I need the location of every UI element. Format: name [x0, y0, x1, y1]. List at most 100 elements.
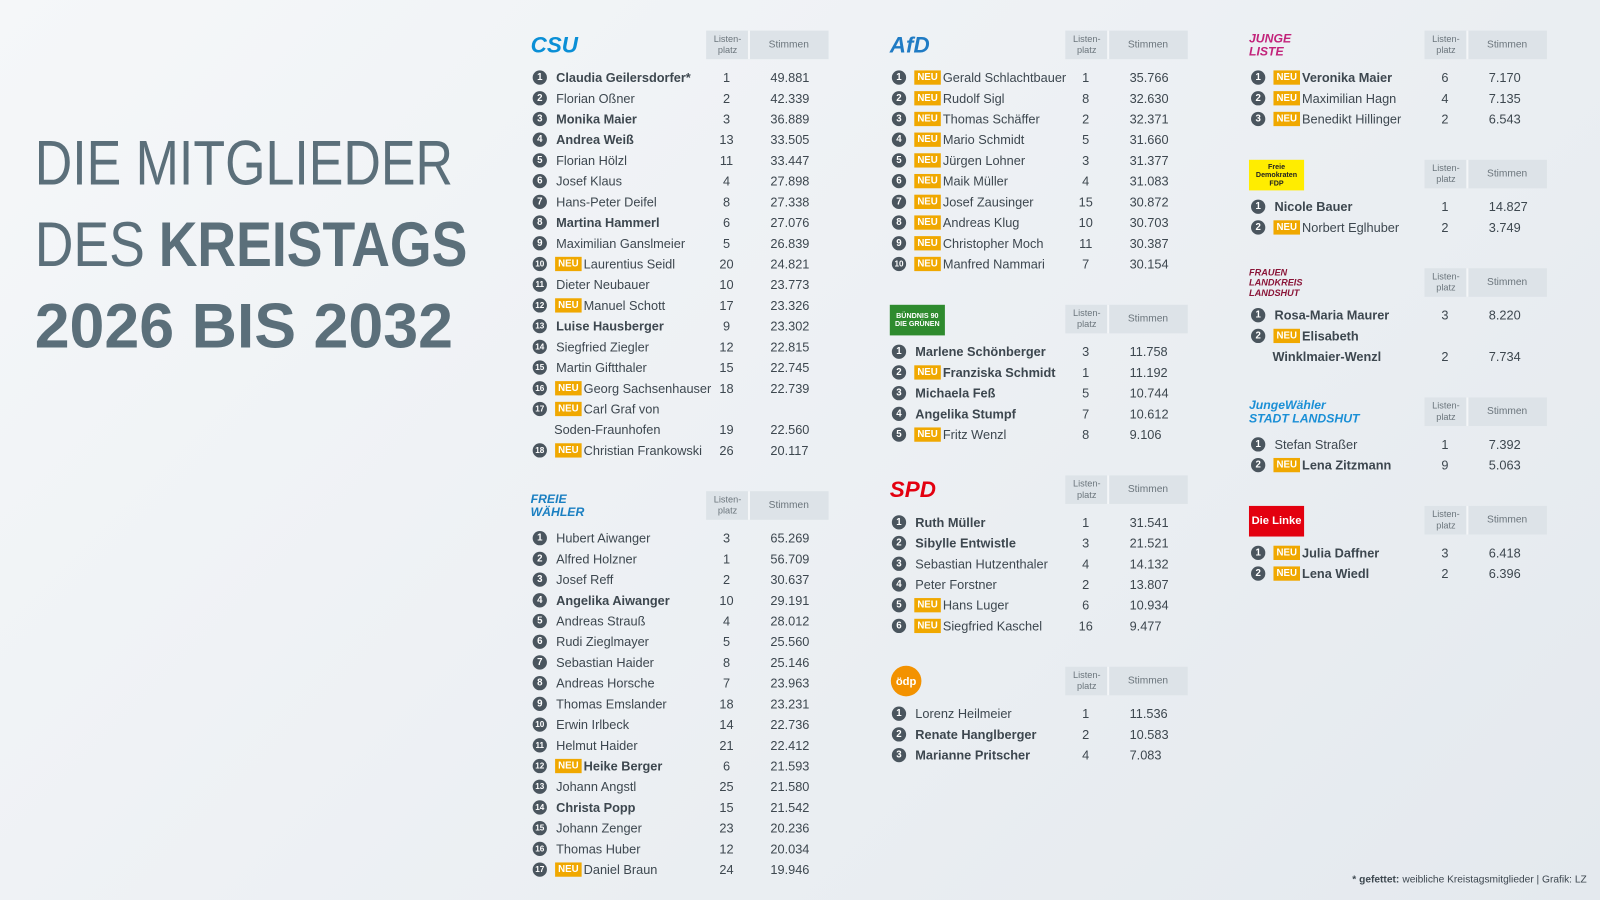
rank-badge — [532, 738, 547, 753]
rank-badge — [891, 70, 907, 85]
member-name: Josef Klaus — [556, 174, 622, 189]
member-name: Siegfried Ziegler — [556, 339, 650, 354]
list-place: 17 — [719, 298, 733, 313]
rank-badge — [891, 194, 907, 209]
new-badge — [1273, 91, 1300, 106]
member-name: Benedikt Hillinger — [1302, 111, 1402, 126]
logo-text: DIE GRÜNEN — [895, 319, 940, 328]
list-place: 1 — [1082, 515, 1089, 530]
list-place: 8 — [723, 655, 730, 670]
list-place: 3 — [1082, 344, 1089, 359]
rank-badge — [891, 111, 907, 127]
rank-number: 4 — [537, 595, 543, 606]
rank-number: 2 — [896, 367, 901, 378]
new-badge — [914, 598, 941, 613]
new-badge-text: NEU — [558, 761, 578, 772]
rank-number: 5 — [537, 155, 543, 166]
rank-badge — [891, 256, 907, 272]
list-place: 20 — [719, 256, 733, 271]
header-list: platz — [1436, 174, 1456, 184]
member-name: Laurentius Seidl — [584, 256, 675, 271]
votes: 6.543 — [1489, 111, 1521, 126]
member-name: Daniel Braun — [584, 862, 658, 877]
list-place: 4 — [1082, 174, 1089, 189]
list-place: 11 — [1079, 236, 1092, 251]
member-name: Lena Zitzmann — [1302, 458, 1391, 473]
header-list: platz — [1436, 283, 1456, 293]
list-place: 4 — [723, 614, 730, 629]
rank-number: 13 — [535, 322, 545, 331]
votes: 11.758 — [1130, 344, 1168, 359]
logo-bg — [1248, 159, 1305, 191]
rank-badge — [891, 747, 907, 763]
rank-number: 1 — [1255, 310, 1261, 321]
new-badge-text: NEU — [917, 620, 937, 631]
rank-badge — [532, 91, 547, 106]
votes: 25.146 — [770, 655, 809, 670]
rank-number: 2 — [537, 93, 542, 104]
rank-badge — [891, 344, 907, 359]
footer-text: weibliche Kreistagsmitglieder | Grafik: … — [1401, 874, 1586, 885]
votes: 42.339 — [770, 91, 809, 106]
votes: 28.012 — [770, 614, 809, 629]
rank-number: 2 — [896, 93, 901, 104]
member-name: Alfred Holzner — [556, 551, 638, 566]
rank-badge — [532, 277, 547, 292]
rank-number: 2 — [1255, 460, 1260, 471]
new-badge-text: NEU — [1277, 330, 1297, 341]
logo-text: FDP — [1269, 179, 1283, 187]
rank-number: 1 — [1255, 439, 1261, 450]
list-place: 5 — [1082, 386, 1089, 401]
new-badge-text: NEU — [1277, 547, 1297, 558]
header-list: platz — [1077, 681, 1097, 691]
rank-badge — [891, 556, 907, 571]
header-list: platz — [1436, 412, 1456, 422]
header-list: Listen- — [714, 34, 742, 44]
votes: 11.192 — [1130, 365, 1168, 380]
rank-badge — [532, 841, 547, 857]
header-votes: Stimmen — [1487, 169, 1527, 180]
new-badge — [914, 256, 941, 272]
list-place: 6 — [1082, 598, 1089, 613]
rank-badge — [891, 427, 907, 442]
rank-badge — [532, 132, 547, 147]
list-place: 3 — [1082, 153, 1089, 168]
list-place: 4 — [1441, 91, 1448, 106]
list-place: 15 — [719, 360, 733, 375]
votes: 10.934 — [1130, 598, 1169, 613]
member-name: Jürgen Lohner — [943, 153, 1026, 168]
new-badge — [555, 758, 582, 774]
votes: 23.231 — [770, 696, 809, 711]
votes: 36.889 — [770, 111, 809, 126]
rank-number: 2 — [896, 538, 901, 549]
votes: 27.338 — [770, 194, 809, 209]
header-votes: Stimmen — [769, 500, 809, 511]
rank-badge — [891, 706, 907, 721]
rank-number: 16 — [535, 844, 545, 853]
list-place: 3 — [1082, 536, 1089, 551]
member-name: Florian Hölzl — [556, 153, 627, 168]
rank-badge — [1251, 199, 1266, 214]
list-place: 2 — [1441, 220, 1448, 235]
header-list: platz — [718, 45, 738, 55]
votes: 21.521 — [1130, 536, 1169, 551]
header-list: Listen- — [1432, 401, 1460, 411]
rank-number: 11 — [535, 741, 544, 750]
votes: 7.135 — [1489, 91, 1521, 106]
new-badge — [555, 256, 582, 272]
rank-number: 18 — [535, 446, 545, 455]
member-name: Franziska Schmidt — [943, 365, 1056, 380]
member-name: Marianne Pritscher — [915, 748, 1030, 763]
list-place: 19 — [719, 422, 733, 437]
header-box — [706, 30, 829, 60]
votes: 30.387 — [1130, 236, 1169, 251]
list-place: 26 — [719, 443, 733, 458]
new-badge — [1273, 545, 1300, 560]
member-name: Manfred Nammari — [943, 256, 1045, 271]
rank-badge — [1251, 220, 1266, 235]
header-votes: Stimmen — [1487, 515, 1527, 526]
rank-badge — [532, 298, 547, 313]
member-name: Martin Giftthaler — [556, 360, 647, 375]
member-name: Soden-Fraunhofen — [554, 422, 660, 437]
rank-number: 16 — [535, 384, 545, 393]
